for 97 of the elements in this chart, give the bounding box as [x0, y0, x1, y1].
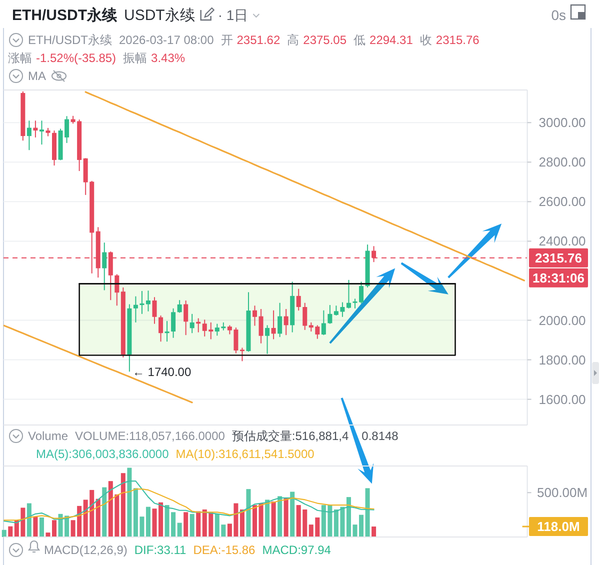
candlestick [152, 296, 157, 324]
y-tick-label: 2600.00 [538, 194, 586, 210]
text: 预估成交量:516,881,4 [232, 429, 349, 443]
candlestick [164, 320, 170, 342]
line-series [4, 324, 193, 404]
bar [252, 505, 258, 537]
text: 2026-03-17 08:00 [119, 33, 214, 47]
text: ETH/USDT永续 [28, 33, 112, 47]
text: -1.52%(-35.85) [36, 51, 116, 65]
text: MA(10):316,611,541.5000 [176, 447, 315, 461]
candlestick [252, 305, 258, 326]
y-tick-label: 2400.00 [538, 234, 586, 249]
bar [196, 511, 201, 537]
text: MA [28, 69, 46, 83]
candlestick [146, 290, 150, 312]
candlestick [240, 347, 244, 362]
text: 18:31:06 [532, 270, 585, 286]
candlestick [328, 304, 332, 324]
text: 振幅 [123, 51, 148, 65]
bar [26, 503, 32, 537]
bar [240, 509, 244, 537]
ref-line-label: 2315.76 [535, 250, 582, 266]
y-tick-label: 500.00M [537, 485, 588, 500]
bar [278, 496, 282, 537]
text: DIF:33.11 [134, 543, 187, 557]
bar [265, 500, 270, 537]
candlestick [39, 120, 44, 146]
candlestick [26, 120, 32, 151]
bar [372, 526, 376, 537]
line-series [84, 91, 525, 282]
candlestick [177, 300, 182, 314]
candlestick [33, 120, 38, 138]
text: DEA:-15.86 [193, 543, 256, 557]
y-tick-label: 3000.00 [538, 115, 586, 130]
text: MA(5):306,003,836.0000 [36, 447, 170, 461]
bar [127, 468, 132, 537]
text: 2351.62 [236, 33, 280, 47]
bar [120, 473, 126, 537]
text: 涨幅 [8, 51, 32, 65]
candlestick [114, 274, 120, 306]
bar [96, 498, 100, 537]
candlestick [102, 242, 107, 291]
text: 0.8148 [362, 429, 399, 443]
text: 2315.76 [436, 33, 480, 47]
text: VOLUME:118,057,166.0000 [75, 429, 226, 443]
bar [290, 492, 295, 537]
bar [2, 530, 6, 537]
text: 0s [551, 7, 566, 23]
text: 高 [287, 33, 300, 47]
bar [8, 526, 13, 537]
text: 3.43% [151, 51, 186, 65]
bar [258, 503, 264, 537]
bar [246, 489, 251, 537]
bar [365, 488, 370, 537]
chart-subtitle: USDT永续 [124, 7, 195, 24]
bar [190, 514, 194, 537]
chart-title: ETH/USDT永续 [12, 6, 118, 24]
candlestick [296, 288, 301, 312]
text: 收 [420, 33, 432, 47]
text: · 1日 [218, 7, 248, 23]
bar [284, 498, 288, 537]
candlestick [346, 279, 351, 309]
candlestick [271, 310, 276, 340]
candlestick [184, 300, 188, 336]
y-tick-label: 1600.00 [538, 392, 586, 407]
bar [46, 532, 50, 537]
candlestick [265, 324, 270, 354]
text: 2375.05 [303, 33, 347, 47]
bar [39, 517, 44, 537]
y-tick-label: 2000.00 [538, 312, 586, 328]
bar [146, 506, 150, 537]
y-tick-label: 2800.00 [538, 154, 586, 170]
text: 低 [354, 33, 366, 47]
bar [52, 520, 57, 537]
candlestick [140, 290, 144, 314]
candlestick [278, 302, 282, 338]
candlestick [190, 313, 194, 334]
text: MACD(12,26,9) [44, 543, 128, 557]
text: MACD:97.94 [262, 543, 332, 557]
bar [102, 487, 107, 537]
candlestick [258, 308, 264, 344]
candlestick [284, 308, 288, 336]
bar [33, 516, 38, 537]
candlestick [158, 315, 164, 342]
ref-line-label: 118.0M [537, 519, 580, 534]
candlestick [302, 302, 308, 330]
y-tick-label: 1800.00 [538, 352, 586, 368]
candlestick [321, 310, 326, 336]
candlestick [171, 308, 176, 338]
bar [184, 512, 188, 537]
text: 开 [220, 33, 233, 47]
chart-title: Volume [28, 429, 68, 443]
bar [177, 522, 182, 537]
candlestick [133, 296, 138, 323]
annotation: ← 1740.00 [132, 365, 192, 380]
bar [271, 502, 276, 537]
text: 2294.31 [370, 33, 414, 47]
